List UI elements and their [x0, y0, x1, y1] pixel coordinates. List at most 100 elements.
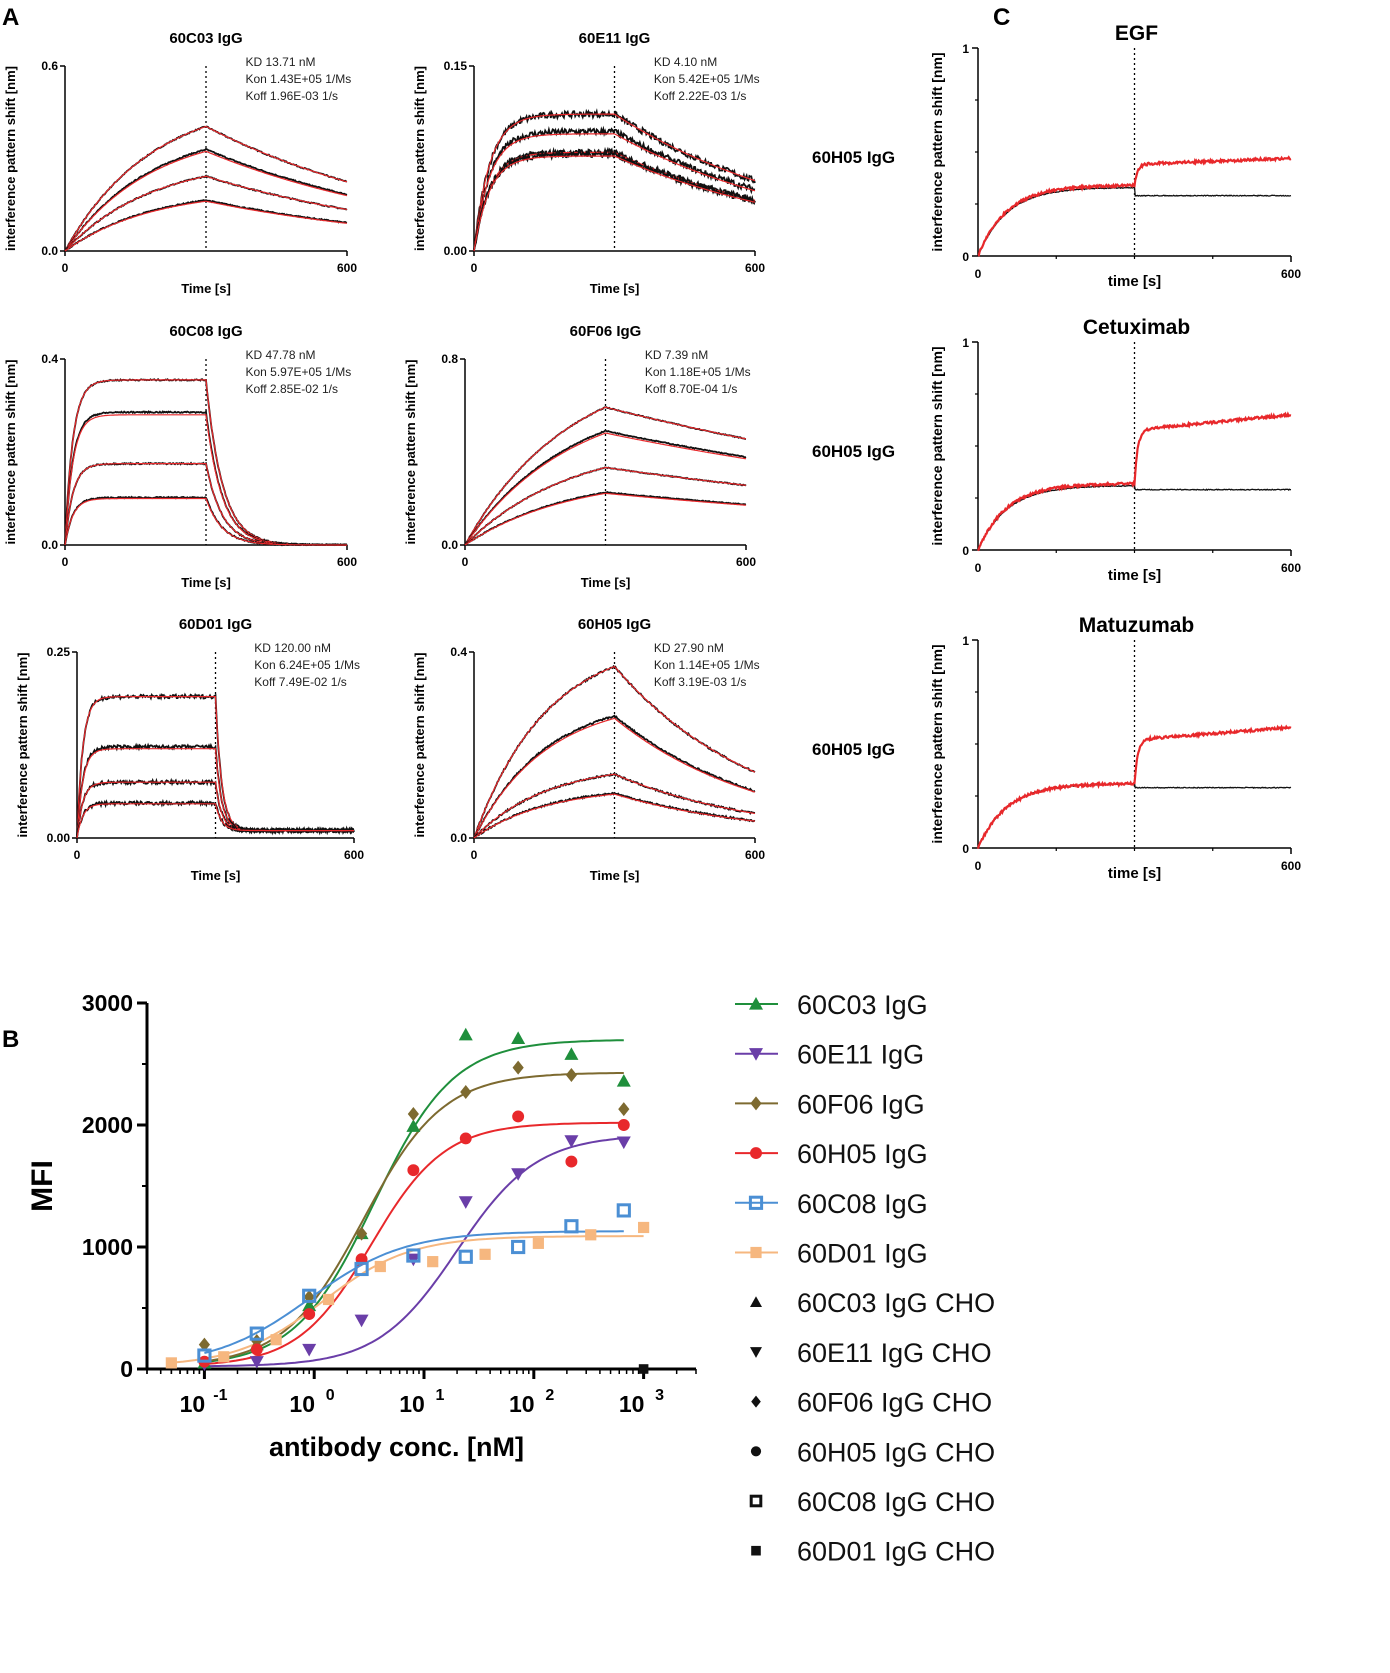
sensorgram-fit	[473, 665, 756, 839]
data-point	[406, 1119, 421, 1132]
x-tick-base: 10	[289, 1391, 315, 1417]
competition-plot-cetuximab: Cetuximab 60H05 IgG 1 00 600 time [s] interfer…	[812, 316, 1301, 584]
legend-label: 60C03 IgG	[797, 990, 928, 1020]
kinetic-parameter: Kon 6.24E+05 1/Ms	[254, 658, 360, 672]
x-tick-label: 0	[471, 848, 478, 862]
y-tick-label: 0.8	[441, 352, 458, 366]
legend-marker	[749, 997, 763, 1010]
x-tick-label: 0	[74, 848, 81, 862]
legend-marker	[750, 1446, 762, 1457]
kinetic-parameter: Koff 8.70E-04 1/s	[645, 382, 738, 396]
x-tick-label: 0	[62, 261, 69, 275]
x-axis-label: Time [s]	[590, 281, 640, 296]
x-tick-label: 600	[745, 261, 765, 275]
y-axis-label: interference pattern shift [nm]	[929, 346, 945, 545]
plot-title: 60H05 IgG	[578, 616, 651, 633]
kinetic-parameter: Kon 1.14E+05 1/Ms	[654, 658, 760, 672]
legend-label: 60F06 IgG	[797, 1089, 925, 1119]
x-tick-label: 600	[1281, 267, 1301, 281]
data-point	[250, 1343, 263, 1356]
data-point	[354, 1261, 369, 1277]
kinetic-parameter: KD 120.00 nM	[254, 641, 331, 655]
legend-label: 60C03 IgG CHO	[797, 1288, 995, 1318]
kinetics-plot-60c08: 60C08 IgG 0.4 0.0 0 600 Time [s] interference …	[3, 323, 357, 590]
x-tick-label: 0	[471, 261, 478, 275]
data-point	[407, 1107, 419, 1122]
data-point	[302, 1343, 317, 1357]
data-point	[512, 1110, 525, 1123]
x-axis-label: Time [s]	[581, 575, 631, 590]
y-axis-label: interference pattern shift [nm]	[929, 52, 945, 251]
data-point	[270, 1334, 282, 1346]
legend-label: 60D01 IgG	[797, 1239, 928, 1269]
kinetic-parameter: Kon 5.97E+05 1/Ms	[245, 365, 351, 379]
y-tick-label: 0.0	[41, 244, 58, 258]
sensorgram-fit	[473, 793, 756, 839]
data-point	[427, 1256, 439, 1268]
legend-label: 60E11 IgG	[797, 1040, 924, 1070]
sensorgram-fit	[473, 155, 756, 252]
y-tick-label: 0	[962, 544, 969, 558]
data-point	[565, 1067, 578, 1082]
y-tick-label: 1	[962, 336, 969, 350]
data-point	[638, 1221, 650, 1234]
data-point	[585, 1229, 597, 1241]
data-point	[511, 1168, 526, 1181]
competition-plot-egf: EGF 60H05 IgG 1 00 600 time [s] interference p…	[812, 22, 1301, 290]
kinetic-parameter: Kon 1.43E+05 1/Ms	[245, 72, 351, 86]
x-axis-label: time [s]	[1108, 865, 1161, 882]
kinetic-parameter: Koff 7.49E-02 1/s	[254, 675, 347, 689]
data-point	[564, 1219, 579, 1234]
y-tick-label: 3000	[82, 990, 133, 1016]
data-point	[302, 1288, 317, 1303]
legend-marker	[750, 1096, 762, 1111]
y-tick-label: 0.00	[47, 831, 71, 845]
legend-marker	[751, 1545, 761, 1556]
fit-curve	[204, 1137, 624, 1368]
y-tick-label: 0.0	[450, 831, 467, 845]
sensorgram-trace	[473, 148, 756, 250]
sensorgram-trace	[473, 714, 756, 839]
data-point	[459, 1132, 472, 1145]
fit-curve	[204, 1121, 624, 1365]
kinetic-parameter: Koff 2.22E-03 1/s	[654, 89, 747, 103]
sensorgram-fit	[464, 466, 747, 546]
y-axis-label: interference pattern shift [nm]	[412, 66, 427, 251]
sensorgram-fit	[473, 133, 756, 252]
y-axis-label: interference pattern shift [nm]	[412, 653, 427, 838]
x-tick-label: 600	[337, 261, 357, 275]
sensorgram-fit	[64, 150, 348, 252]
kinetic-parameter: Kon 5.42E+05 1/Ms	[654, 72, 760, 86]
sensorgram-trace-red	[976, 724, 1292, 849]
y-tick-label: 0.0	[441, 538, 458, 552]
y-tick-label: 0.0	[41, 538, 58, 552]
data-point	[616, 1136, 631, 1150]
kinetic-parameter: Koff 2.85E-02 1/s	[245, 382, 338, 396]
kinetic-parameter: Koff 1.96E-03 1/s	[245, 89, 338, 103]
data-point	[564, 1135, 579, 1148]
data-point	[511, 1031, 526, 1044]
legend-label: 60E11 IgG CHO	[797, 1338, 992, 1368]
data-point	[638, 1364, 649, 1374]
x-tick-label: 600	[337, 555, 357, 569]
data-point	[458, 1249, 473, 1264]
sensorgram-trace-black	[977, 484, 1292, 551]
y-axis-label: interference pattern shift [nm]	[3, 360, 18, 545]
data-point	[458, 1196, 473, 1209]
sensorgram-fit	[464, 406, 747, 546]
sensorgram-fit	[76, 803, 354, 839]
x-tick-label: 600	[1281, 859, 1301, 873]
sensorgram-fit	[473, 717, 756, 839]
sensorgram-fit	[473, 113, 756, 252]
x-tick-label: 0	[975, 267, 982, 281]
legend-marker	[751, 1395, 761, 1408]
data-point	[354, 1314, 369, 1328]
legend-marker	[750, 1246, 762, 1259]
y-tick-label: 0.15	[444, 59, 468, 73]
y-tick-label: 0	[962, 842, 969, 856]
x-tick-base: 10	[399, 1391, 425, 1417]
x-tick-label: 0	[975, 561, 982, 575]
fit-curve	[204, 1230, 624, 1354]
antibody-side-label: 60H05 IgG	[812, 148, 895, 167]
